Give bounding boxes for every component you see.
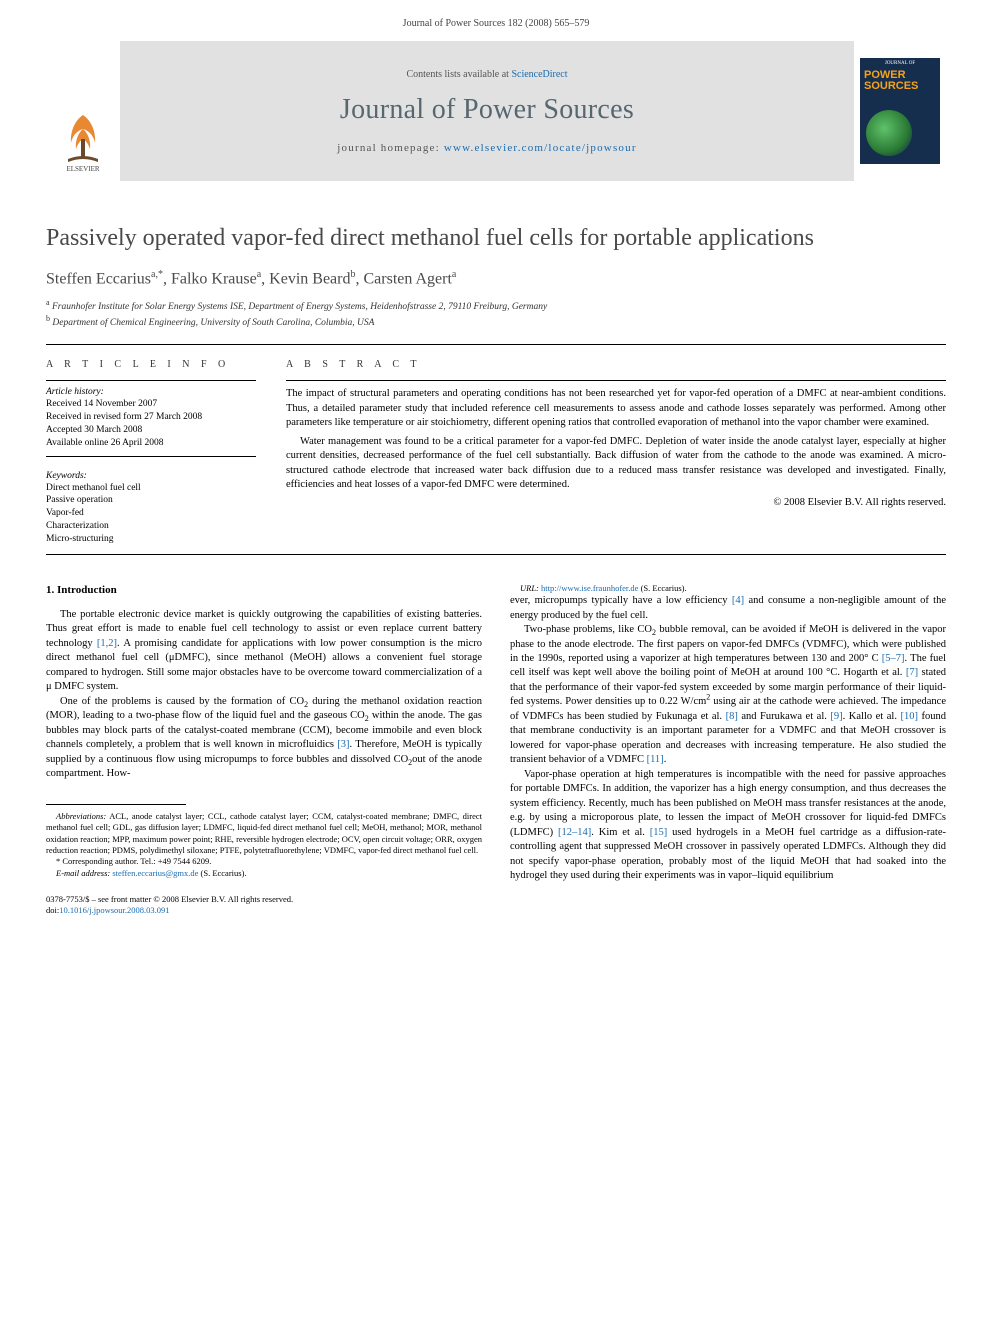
running-header: Journal of Power Sources 182 (2008) 565–… — [0, 0, 992, 41]
keywords-block: Keywords: Direct methanol fuel cell Pass… — [46, 471, 256, 546]
affiliation-item: b Department of Chemical Engineering, Un… — [46, 314, 946, 330]
keyword-item: Vapor-fed — [46, 507, 256, 520]
email-footnote: E-mail address: steffen.eccarius@gmx.de … — [46, 868, 482, 879]
divider — [46, 456, 256, 457]
journal-homepage-line: journal homepage: www.elsevier.com/locat… — [337, 142, 636, 154]
history-item: Accepted 30 March 2008 — [46, 424, 256, 437]
url-footnote: URL: http://www.ise.fraunhofer.de (S. Ec… — [510, 583, 946, 594]
body-paragraph: Vapor-phase operation at high temperatur… — [510, 768, 946, 884]
keyword-item: Characterization — [46, 520, 256, 533]
keyword-item: Passive operation — [46, 494, 256, 507]
abstract-paragraph: The impact of structural parameters and … — [286, 387, 946, 430]
abstract-text: The impact of structural parameters and … — [286, 387, 946, 492]
keywords-label: Keywords: — [46, 471, 256, 481]
abstract-column: A B S T R A C T The impact of structural… — [286, 359, 946, 545]
elsevier-tree-logo: ELSEVIER — [54, 107, 112, 173]
journal-name: Journal of Power Sources — [340, 94, 634, 126]
divider — [46, 380, 256, 381]
doi-line: doi:10.1016/j.jpowsour.2008.03.091 — [46, 905, 946, 916]
corresponding-author-footnote: * Corresponding author. Tel.: +49 7544 6… — [46, 856, 482, 867]
history-item: Received in revised form 27 March 2008 — [46, 411, 256, 424]
info-abstract-row: A R T I C L E I N F O Article history: R… — [46, 359, 946, 545]
affiliation-list: a Fraunhofer Institute for Solar Energy … — [46, 298, 946, 330]
contents-available-line: Contents lists available at ScienceDirec… — [406, 69, 567, 80]
journal-cover-thumbnail: JOURNAL OF POWER SOURCES — [860, 58, 940, 164]
history-item: Received 14 November 2007 — [46, 398, 256, 411]
divider — [46, 344, 946, 345]
affiliation-item: a Fraunhofer Institute for Solar Energy … — [46, 298, 946, 314]
journal-homepage-link[interactable]: www.elsevier.com/locate/jpowsour — [444, 142, 637, 154]
keyword-item: Direct methanol fuel cell — [46, 482, 256, 495]
abstract-label: A B S T R A C T — [286, 359, 946, 370]
author-url-link[interactable]: http://www.ise.fraunhofer.de — [541, 583, 638, 593]
journal-banner: ELSEVIER Contents lists available at Sci… — [46, 41, 946, 181]
author-list: Steffen Eccariusa,*, Falko Krausea, Kevi… — [46, 269, 946, 288]
publisher-logo-box: ELSEVIER — [46, 41, 120, 181]
keyword-item: Micro-structuring — [46, 533, 256, 546]
history-label: Article history: — [46, 387, 256, 397]
author-email-link[interactable]: steffen.eccarius@gmx.de — [112, 868, 198, 878]
page-footer: 0378-7753/$ – see front matter © 2008 El… — [46, 894, 946, 916]
svg-text:ELSEVIER: ELSEVIER — [66, 165, 99, 173]
body-two-columns: 1. Introduction The portable electronic … — [46, 583, 946, 884]
divider — [286, 380, 946, 381]
body-paragraph: One of the problems is caused by the for… — [46, 695, 482, 782]
body-paragraph: ever, micropumps typically have a low ef… — [510, 594, 946, 623]
abbreviations-footnote: Abbreviations: ACL, anode catalyst layer… — [46, 811, 482, 857]
sciencedirect-link[interactable]: ScienceDirect — [511, 69, 567, 80]
body-paragraph: Two-phase problems, like CO2 bubble remo… — [510, 623, 946, 768]
banner-center: Contents lists available at ScienceDirec… — [120, 41, 854, 181]
history-item: Available online 26 April 2008 — [46, 437, 256, 450]
header-citation: Journal of Power Sources 182 (2008) 565–… — [403, 18, 590, 29]
article-info-label: A R T I C L E I N F O — [46, 359, 256, 370]
front-matter-line: 0378-7753/$ – see front matter © 2008 El… — [46, 894, 946, 905]
body-paragraph: The portable electronic device market is… — [46, 608, 482, 695]
abstract-paragraph: Water management was found to be a criti… — [286, 435, 946, 493]
divider — [46, 554, 946, 555]
article-info-column: A R T I C L E I N F O Article history: R… — [46, 359, 256, 545]
cover-thumbnail-box: JOURNAL OF POWER SOURCES — [854, 41, 946, 181]
cover-art-icon — [866, 110, 912, 156]
footnote-rule — [46, 804, 186, 805]
article-title: Passively operated vapor-fed direct meth… — [46, 223, 946, 253]
copyright-line: © 2008 Elsevier B.V. All rights reserved… — [286, 497, 946, 508]
doi-link[interactable]: 10.1016/j.jpowsour.2008.03.091 — [59, 905, 169, 915]
section-heading: 1. Introduction — [46, 583, 482, 598]
